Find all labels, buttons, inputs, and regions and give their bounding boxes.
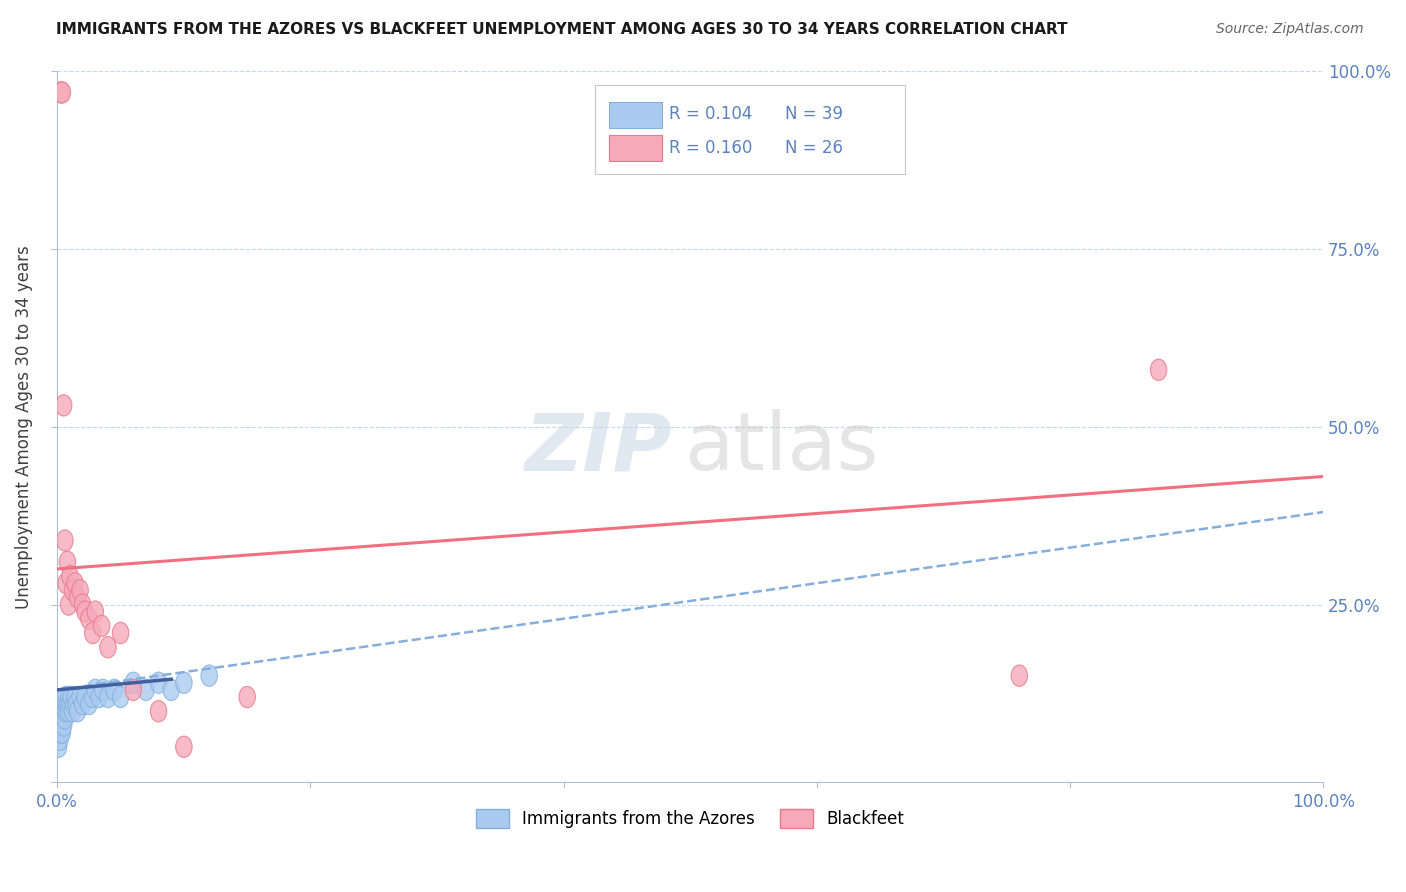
Ellipse shape (100, 686, 117, 707)
Text: R = 0.104: R = 0.104 (669, 105, 752, 123)
Ellipse shape (75, 693, 91, 714)
Ellipse shape (1011, 665, 1028, 686)
Text: R = 0.160: R = 0.160 (669, 139, 752, 157)
Ellipse shape (55, 714, 72, 736)
Ellipse shape (1150, 359, 1167, 381)
Ellipse shape (55, 707, 70, 729)
Ellipse shape (69, 700, 86, 722)
Ellipse shape (65, 700, 80, 722)
Ellipse shape (77, 686, 93, 707)
Ellipse shape (59, 693, 76, 714)
Text: IMMIGRANTS FROM THE AZORES VS BLACKFEET UNEMPLOYMENT AMONG AGES 30 TO 34 YEARS C: IMMIGRANTS FROM THE AZORES VS BLACKFEET … (56, 22, 1069, 37)
Ellipse shape (80, 693, 97, 714)
Ellipse shape (176, 736, 193, 757)
Ellipse shape (87, 601, 104, 623)
Ellipse shape (53, 722, 69, 743)
Ellipse shape (84, 623, 101, 644)
Ellipse shape (63, 686, 80, 707)
Ellipse shape (62, 566, 79, 587)
Ellipse shape (55, 722, 70, 743)
Ellipse shape (138, 679, 155, 700)
Ellipse shape (58, 573, 75, 594)
Ellipse shape (105, 679, 122, 700)
Ellipse shape (163, 679, 180, 700)
Ellipse shape (67, 686, 83, 707)
Ellipse shape (52, 729, 67, 750)
Ellipse shape (55, 700, 72, 722)
FancyBboxPatch shape (609, 102, 662, 128)
Ellipse shape (53, 714, 69, 736)
Ellipse shape (94, 679, 111, 700)
Ellipse shape (125, 672, 142, 693)
Ellipse shape (72, 580, 89, 601)
Text: Source: ZipAtlas.com: Source: ZipAtlas.com (1216, 22, 1364, 37)
Text: ZIP: ZIP (524, 409, 671, 487)
Ellipse shape (51, 736, 67, 757)
Ellipse shape (75, 594, 91, 615)
Ellipse shape (60, 594, 77, 615)
Ellipse shape (56, 530, 73, 551)
Ellipse shape (58, 686, 75, 707)
Ellipse shape (87, 679, 104, 700)
Ellipse shape (125, 679, 142, 700)
Ellipse shape (65, 580, 80, 601)
Ellipse shape (58, 700, 75, 722)
Ellipse shape (59, 551, 76, 573)
Text: N = 39: N = 39 (785, 105, 844, 123)
Ellipse shape (60, 686, 77, 707)
Ellipse shape (150, 672, 167, 693)
Ellipse shape (176, 672, 193, 693)
Ellipse shape (93, 615, 110, 637)
Ellipse shape (72, 686, 89, 707)
Ellipse shape (60, 700, 77, 722)
Ellipse shape (150, 700, 167, 722)
Y-axis label: Unemployment Among Ages 30 to 34 years: Unemployment Among Ages 30 to 34 years (15, 244, 32, 608)
Ellipse shape (201, 665, 218, 686)
Ellipse shape (55, 82, 70, 103)
Ellipse shape (84, 686, 101, 707)
Ellipse shape (77, 601, 93, 623)
Ellipse shape (112, 686, 129, 707)
Ellipse shape (66, 693, 82, 714)
Ellipse shape (67, 693, 84, 714)
Ellipse shape (62, 693, 79, 714)
FancyBboxPatch shape (609, 135, 662, 161)
Ellipse shape (112, 623, 129, 644)
Ellipse shape (69, 587, 86, 608)
Legend: Immigrants from the Azores, Blackfeet: Immigrants from the Azores, Blackfeet (470, 802, 911, 835)
Ellipse shape (53, 82, 69, 103)
Ellipse shape (67, 573, 83, 594)
Ellipse shape (91, 686, 107, 707)
Ellipse shape (55, 394, 72, 416)
Ellipse shape (56, 693, 73, 714)
Ellipse shape (56, 707, 73, 729)
Ellipse shape (80, 608, 97, 630)
FancyBboxPatch shape (595, 86, 905, 174)
Ellipse shape (239, 686, 256, 707)
Text: atlas: atlas (683, 409, 879, 487)
Text: N = 26: N = 26 (785, 139, 844, 157)
Ellipse shape (100, 637, 117, 658)
